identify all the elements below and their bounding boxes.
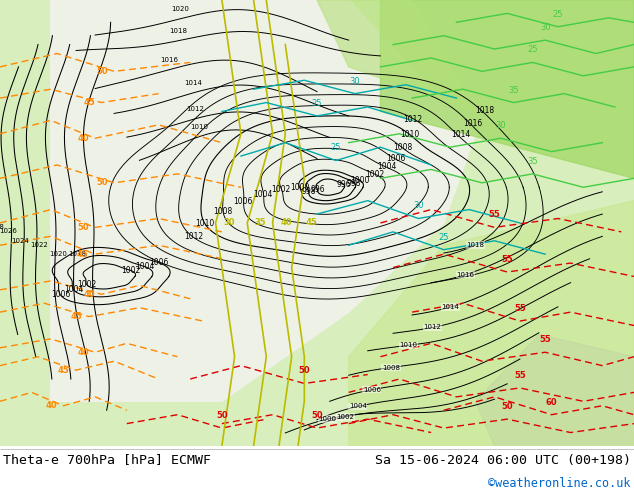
Text: 55: 55 xyxy=(540,335,551,344)
Text: 1018: 1018 xyxy=(467,242,485,248)
Text: 50: 50 xyxy=(501,402,513,411)
Text: ©weatheronline.co.uk: ©weatheronline.co.uk xyxy=(488,477,631,490)
Polygon shape xyxy=(349,201,634,446)
Text: 1026: 1026 xyxy=(0,228,16,234)
Text: 55: 55 xyxy=(489,210,500,220)
Text: 40: 40 xyxy=(77,348,89,357)
Text: 996: 996 xyxy=(337,180,351,189)
Text: 25: 25 xyxy=(553,10,563,19)
Text: 50: 50 xyxy=(77,223,89,232)
Text: Sa 15-06-2024 06:00 UTC (00+198): Sa 15-06-2024 06:00 UTC (00+198) xyxy=(375,454,631,466)
Text: 1020: 1020 xyxy=(49,251,67,257)
Text: 1000: 1000 xyxy=(351,176,370,185)
Text: 40: 40 xyxy=(46,401,57,410)
Text: 1008: 1008 xyxy=(394,143,413,152)
Polygon shape xyxy=(476,334,634,446)
Text: 50: 50 xyxy=(299,367,310,375)
Text: 55: 55 xyxy=(501,255,513,264)
Text: Theta-e 700hPa [hPa] ECMWF: Theta-e 700hPa [hPa] ECMWF xyxy=(3,454,211,466)
Text: 1006: 1006 xyxy=(150,258,169,267)
Text: 55: 55 xyxy=(514,304,526,313)
Polygon shape xyxy=(317,0,476,112)
Text: 1014: 1014 xyxy=(441,304,459,310)
Text: 1006: 1006 xyxy=(233,197,252,206)
Text: 30: 30 xyxy=(540,23,550,32)
Text: 35: 35 xyxy=(255,219,266,227)
Text: 1004: 1004 xyxy=(65,285,84,294)
Text: 1004: 1004 xyxy=(253,190,272,199)
Text: 1008: 1008 xyxy=(213,207,232,216)
Text: 30: 30 xyxy=(496,121,506,130)
Text: 1000: 1000 xyxy=(290,183,309,192)
Text: 1006: 1006 xyxy=(363,387,381,392)
Text: 1004: 1004 xyxy=(349,403,367,410)
Text: 1006: 1006 xyxy=(386,153,405,163)
Text: 1012: 1012 xyxy=(403,115,422,124)
Text: 25: 25 xyxy=(439,233,449,242)
Text: 1016: 1016 xyxy=(463,119,483,128)
Text: 1000: 1000 xyxy=(318,416,337,422)
Text: 1002: 1002 xyxy=(366,170,385,179)
Text: 1002: 1002 xyxy=(121,266,140,275)
Text: 1004: 1004 xyxy=(377,162,396,171)
Text: 1020: 1020 xyxy=(171,6,189,12)
Text: 35: 35 xyxy=(527,157,538,166)
Polygon shape xyxy=(380,0,634,178)
Text: 1010: 1010 xyxy=(190,124,208,130)
Text: 40: 40 xyxy=(280,219,292,227)
Text: 50: 50 xyxy=(96,178,108,187)
Text: 1002: 1002 xyxy=(271,185,291,195)
Text: 1010: 1010 xyxy=(399,343,418,348)
Text: 1018: 1018 xyxy=(476,106,495,116)
Text: 1006: 1006 xyxy=(51,290,71,299)
Text: 1014: 1014 xyxy=(451,130,470,139)
Text: 45: 45 xyxy=(306,219,318,227)
Text: 1010: 1010 xyxy=(400,130,419,139)
Text: 45: 45 xyxy=(58,366,70,374)
Text: 996: 996 xyxy=(310,185,325,195)
Text: 40: 40 xyxy=(77,134,89,143)
Text: 30: 30 xyxy=(350,76,360,86)
Text: 30: 30 xyxy=(223,219,235,227)
Text: 1012: 1012 xyxy=(424,324,442,330)
Text: 1028: 1028 xyxy=(0,224,4,230)
Text: 40: 40 xyxy=(84,290,95,299)
Text: 1018: 1018 xyxy=(68,251,86,257)
Text: 1016: 1016 xyxy=(456,271,475,278)
Text: 25: 25 xyxy=(331,144,341,152)
Text: 1016: 1016 xyxy=(160,57,179,63)
Text: 35: 35 xyxy=(508,86,519,95)
Text: 1024: 1024 xyxy=(11,238,29,244)
Text: 1010: 1010 xyxy=(196,219,215,227)
Text: 25: 25 xyxy=(312,99,322,108)
Text: 1012: 1012 xyxy=(184,231,204,241)
Text: 1002: 1002 xyxy=(336,414,354,420)
Text: 25: 25 xyxy=(527,46,538,54)
Text: 1008: 1008 xyxy=(382,365,400,370)
Text: 1002: 1002 xyxy=(77,280,97,289)
Text: 60: 60 xyxy=(546,398,557,407)
Text: 50: 50 xyxy=(96,67,108,76)
Text: 998: 998 xyxy=(301,187,316,196)
Text: 1022: 1022 xyxy=(30,242,48,247)
Text: 50: 50 xyxy=(311,411,323,420)
Text: 45: 45 xyxy=(70,312,82,321)
Text: 1018: 1018 xyxy=(169,28,187,34)
Text: 45: 45 xyxy=(83,98,95,107)
Text: 1014: 1014 xyxy=(184,80,202,86)
Text: 55: 55 xyxy=(514,371,526,380)
Text: 998: 998 xyxy=(347,178,361,188)
Text: 1004: 1004 xyxy=(135,262,155,271)
Text: 50: 50 xyxy=(216,411,228,420)
Polygon shape xyxy=(51,0,476,401)
Text: 1012: 1012 xyxy=(186,106,204,112)
Text: 30: 30 xyxy=(413,201,424,211)
Text: 45: 45 xyxy=(77,250,89,259)
